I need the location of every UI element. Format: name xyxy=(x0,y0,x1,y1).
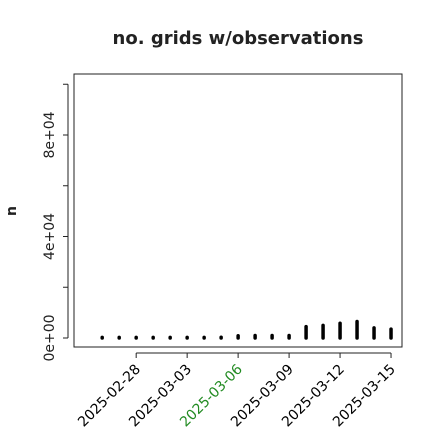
y-axis-label: n xyxy=(4,206,20,216)
y-tick-label: 4e+04 xyxy=(42,213,58,260)
y-ticks: 0e+00 4e+04 8e+04 xyxy=(42,83,68,362)
chart-title: no. grids w/observations xyxy=(113,28,364,49)
bars xyxy=(100,319,393,340)
plot-frame xyxy=(73,73,403,348)
y-tick-label: 8e+04 xyxy=(42,111,58,158)
x-ticks: 2025-02-282025-03-032025-03-062025-03-09… xyxy=(75,353,399,430)
y-tick-label: 0e+00 xyxy=(42,314,58,361)
